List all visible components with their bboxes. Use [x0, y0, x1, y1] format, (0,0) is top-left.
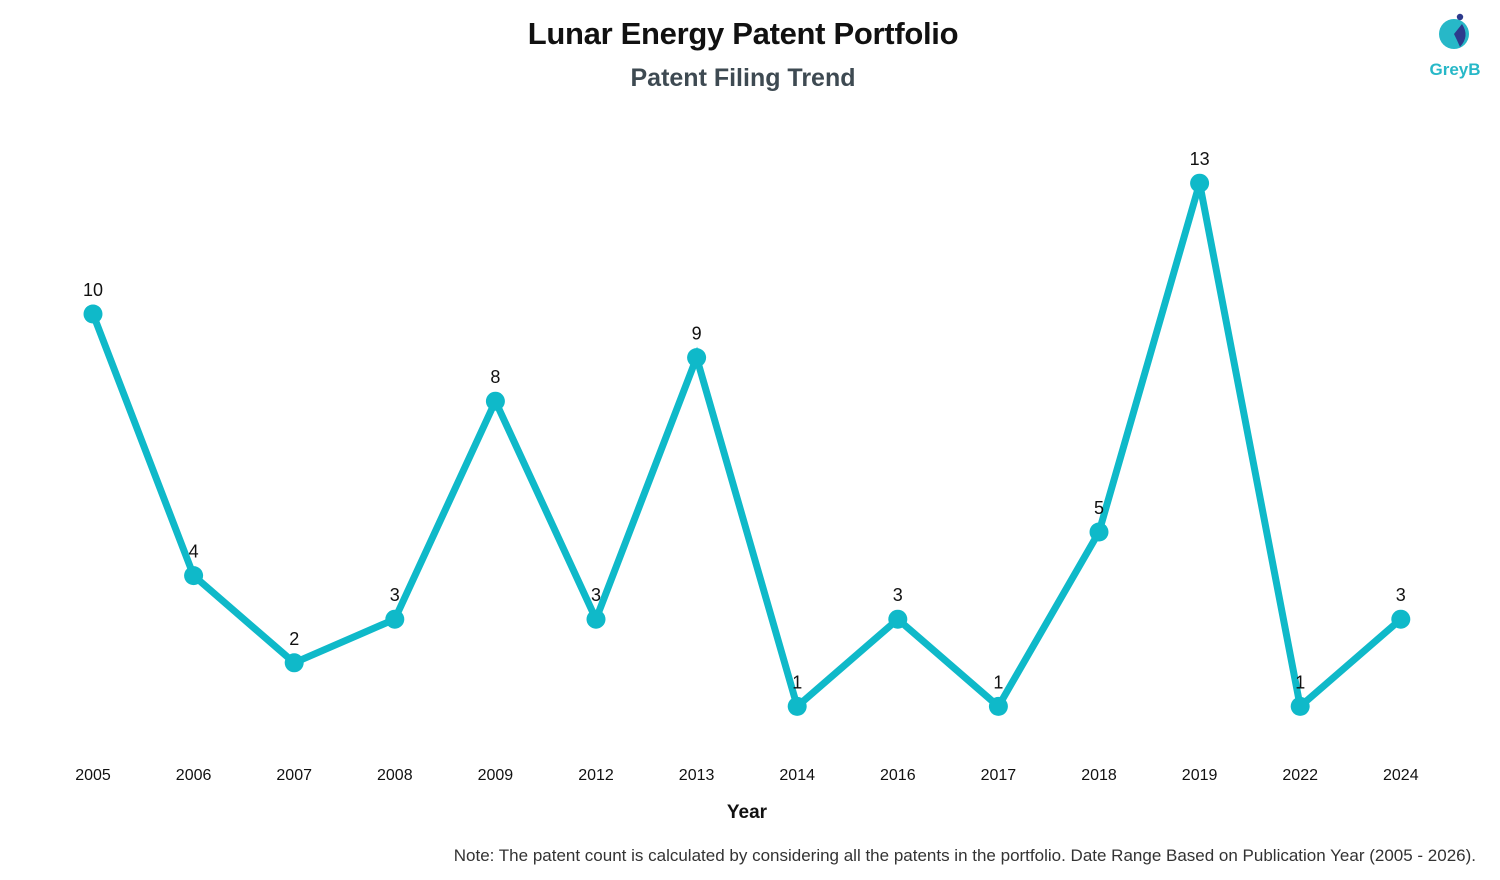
data-label: 8 — [490, 367, 500, 387]
x-tick-label: 2005 — [75, 767, 111, 784]
data-point — [485, 391, 505, 411]
data-label: 3 — [1396, 585, 1406, 605]
data-point — [184, 566, 204, 586]
data-point — [787, 696, 807, 716]
data-label: 3 — [390, 585, 400, 605]
x-tick-label: 2013 — [679, 767, 715, 784]
data-point — [1391, 609, 1411, 629]
greyb-logo-text: GreyB — [1429, 60, 1481, 79]
x-tick-label: 2022 — [1282, 767, 1318, 784]
data-label: 10 — [83, 280, 103, 300]
x-tick-label: 2006 — [176, 767, 212, 784]
data-point — [888, 609, 908, 629]
data-point — [83, 304, 103, 324]
data-label: 2 — [289, 629, 299, 649]
chart-subtitle: Patent Filing Trend — [630, 64, 856, 92]
x-tick-label: 2007 — [276, 767, 312, 784]
data-point — [1089, 522, 1109, 542]
chart-title: Lunar Energy Patent Portfolio — [527, 16, 959, 51]
x-axis-title: Year — [727, 802, 768, 823]
x-tick-label: 2019 — [1182, 767, 1218, 784]
data-label: 3 — [591, 585, 601, 605]
data-point — [284, 653, 304, 673]
data-label: 1 — [792, 672, 802, 692]
data-point — [1290, 696, 1310, 716]
data-label: 1 — [1295, 672, 1305, 692]
x-tick-label: 2017 — [981, 767, 1017, 784]
data-label: 13 — [1190, 149, 1210, 169]
data-label: 4 — [189, 542, 199, 562]
x-tick-label: 2016 — [880, 767, 916, 784]
x-tick-label: 2008 — [377, 767, 413, 784]
greyb-logo-icon — [1439, 13, 1469, 49]
data-point — [988, 696, 1008, 716]
footer-note: Note: The patent count is calculated by … — [453, 846, 1476, 865]
data-point — [1190, 173, 1210, 193]
greyb-logo: GreyB — [1424, 10, 1486, 84]
x-tick-label: 2018 — [1081, 767, 1117, 784]
x-tick-label: 2012 — [578, 767, 614, 784]
data-label: 1 — [993, 672, 1003, 692]
x-tick-label: 2024 — [1383, 767, 1419, 784]
series-line — [89, 182, 1405, 714]
data-label: 3 — [893, 585, 903, 605]
data-point — [586, 609, 606, 629]
x-tick-label: 2009 — [478, 767, 514, 784]
data-label: 5 — [1094, 498, 1104, 518]
data-point — [687, 348, 707, 368]
x-tick-label: 2014 — [779, 767, 815, 784]
data-point — [385, 609, 405, 629]
data-label: 9 — [692, 324, 702, 344]
